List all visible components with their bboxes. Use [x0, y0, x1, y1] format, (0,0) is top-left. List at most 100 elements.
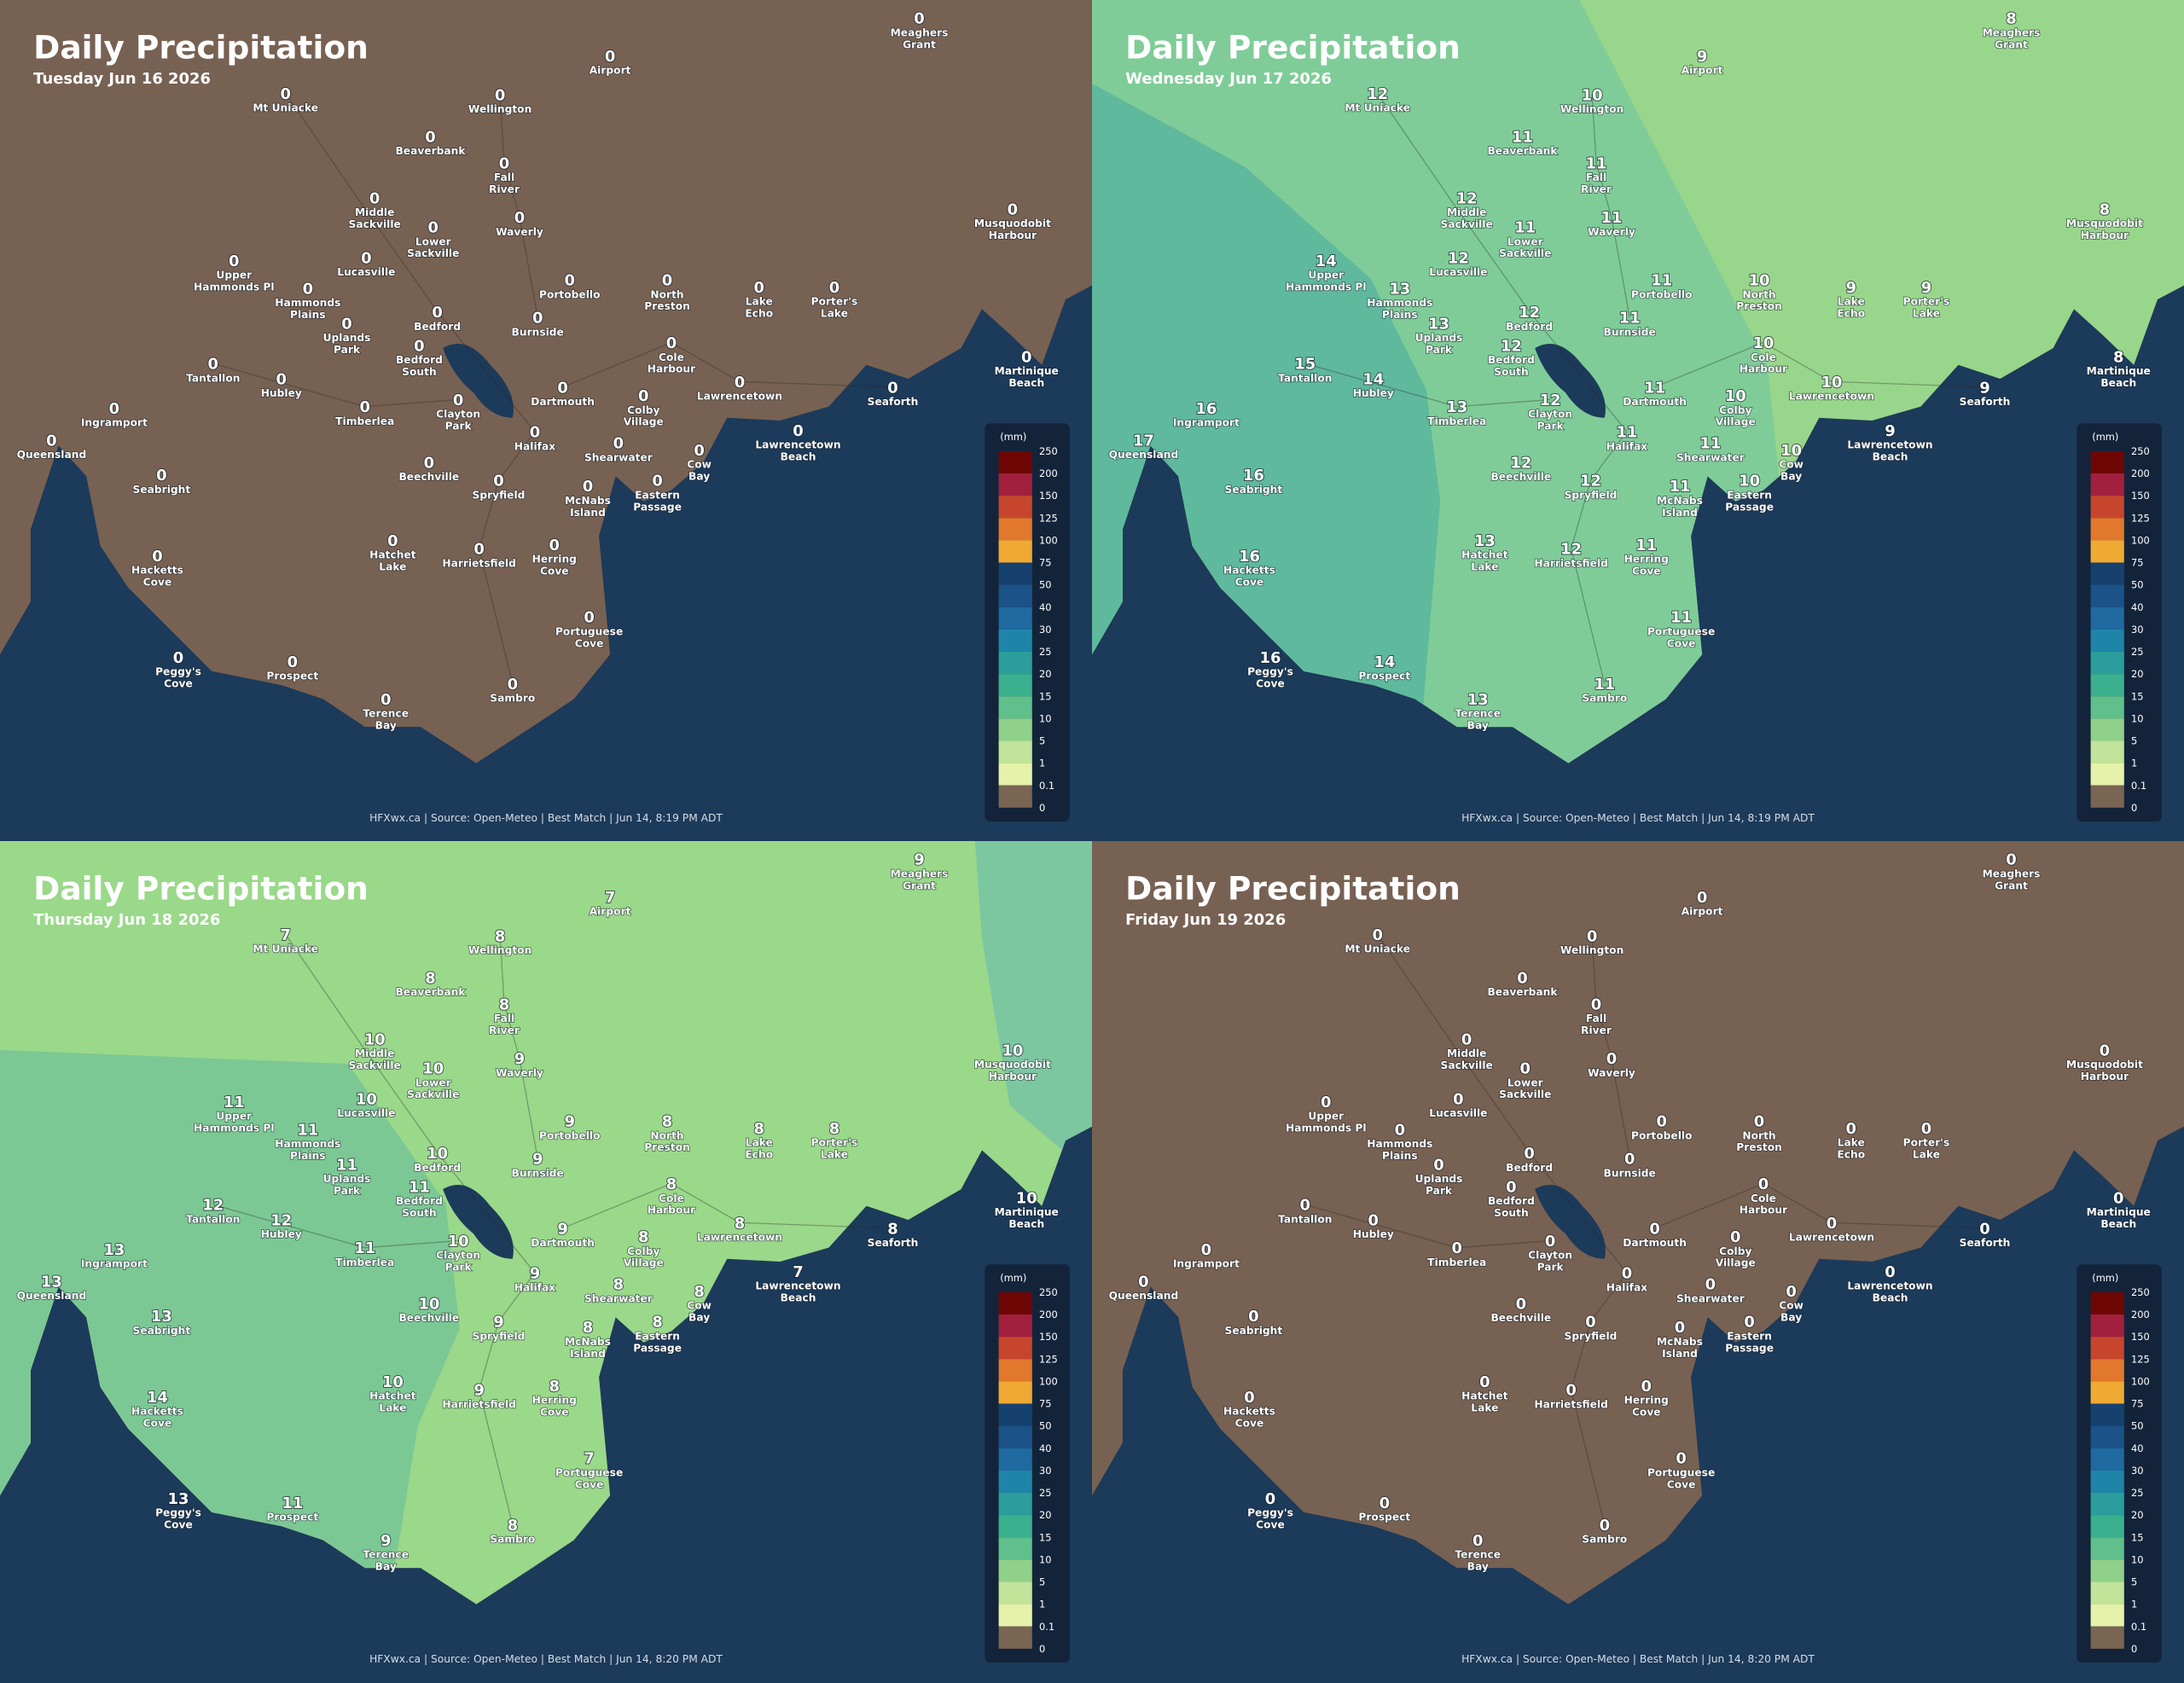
place-value: 12 [1456, 189, 1478, 207]
place-name: Bay [1780, 1311, 1802, 1323]
legend-label: 50 [1039, 1420, 1052, 1432]
place-name: Park [445, 1262, 473, 1274]
legend-swatch [998, 1403, 1032, 1426]
place-name: Shearwater [584, 451, 653, 463]
legend-label: 25 [1039, 646, 1052, 658]
place-name: Hammonds [275, 1138, 340, 1150]
place-name: River [489, 1024, 520, 1036]
legend-swatch [2090, 696, 2124, 719]
legend-swatch [998, 629, 1032, 652]
place-value: 8 [829, 1120, 839, 1138]
harbour [1535, 344, 1606, 418]
place-value: 0 [1368, 1212, 1379, 1230]
place-value: 11 [1600, 209, 1622, 227]
legend-swatch [998, 1359, 1032, 1382]
legend-swatch [998, 1314, 1032, 1338]
legend-label: 100 [2131, 534, 2150, 546]
place-value: 8 [638, 1228, 648, 1246]
place-name: Lucasville [337, 266, 395, 278]
legend-label: 0 [1039, 1643, 1045, 1655]
legend-label: 0 [2131, 802, 2137, 814]
legend-swatch [998, 785, 1032, 808]
place-value: 0 [432, 304, 442, 322]
place-name: North [1742, 288, 1775, 300]
place-name: McNabs [565, 1336, 611, 1348]
place-name: Passage [1725, 1342, 1774, 1354]
place-value: 0 [1300, 1197, 1310, 1215]
place-value: 8 [425, 970, 435, 988]
place-name: Lucasville [337, 1107, 395, 1119]
place-name: Hammonds [1367, 297, 1432, 309]
place-name: Upper [216, 269, 252, 281]
place-value: 0 [584, 609, 594, 627]
land [1092, 841, 2184, 1605]
place-name: Lawrencetown [755, 1280, 840, 1292]
place-name: Dartmouth [531, 396, 595, 408]
place-value: 0 [1846, 1120, 1856, 1138]
legend-swatch [998, 1337, 1032, 1360]
place-name: Ingramport [81, 417, 148, 429]
place-name: Dartmouth [1623, 396, 1687, 408]
place-name: Harbour [2081, 229, 2129, 241]
legend-swatch [998, 518, 1032, 541]
panel-title: Daily Precipitation [1125, 29, 1461, 67]
legend-label: 150 [1039, 1331, 1058, 1343]
place-name: Eastern [635, 489, 680, 501]
place-name: Passage [633, 501, 682, 513]
legend-label: 15 [2131, 1531, 2144, 1543]
place-value: 12 [270, 1212, 292, 1230]
place-value: 8 [613, 1276, 624, 1294]
legend-swatch [998, 1492, 1032, 1516]
legend-swatch [998, 584, 1032, 607]
place-value: 0 [280, 85, 290, 103]
place-value: 0 [1921, 1120, 1931, 1138]
place-value: 0 [1516, 1296, 1526, 1314]
place-name: Harbour [989, 229, 1037, 241]
place-name: North [1742, 1129, 1775, 1141]
place-value: 11 [1512, 129, 1533, 147]
place-name: Lake [379, 560, 406, 572]
place-value: 0 [341, 315, 351, 333]
place-name: McNabs [1657, 495, 1703, 507]
place-value: 10 [1016, 1189, 1037, 1207]
place-name: Musquodobit [2066, 1059, 2143, 1071]
legend-swatch [998, 1381, 1032, 1404]
panel-subtitle: Thursday Jun 18 2026 [33, 911, 220, 929]
place-value: 11 [1594, 676, 1615, 694]
roads [212, 93, 893, 684]
place-value: 8 [2113, 348, 2123, 366]
place-value: 0 [1744, 1314, 1754, 1332]
place-name: Mt Uniacke [1345, 943, 1410, 955]
legend-label: 25 [2131, 646, 2144, 658]
place-name: Herring [532, 1395, 577, 1407]
place-value: 10 [427, 1145, 448, 1163]
place-name: Hacketts [131, 565, 183, 577]
place-name: Park [1426, 344, 1453, 356]
place-name: Harbour [1740, 1204, 1787, 1216]
place-name: Martinique [2087, 1206, 2151, 1218]
place-value: 0 [613, 435, 624, 453]
legend-label: 150 [1039, 490, 1058, 502]
legend-swatch [2090, 629, 2124, 652]
place-value: 0 [380, 691, 391, 709]
place-value: 0 [1705, 1276, 1716, 1294]
place-value: 0 [1786, 1283, 1796, 1301]
place-name: Beechville [1490, 1312, 1551, 1324]
place-name: Fall [1586, 1013, 1606, 1024]
place-value: 9 [1885, 422, 1895, 440]
legend-unit: (mm) [2092, 1272, 2118, 1284]
place-value: 12 [1580, 473, 1601, 490]
place-name: Musquodobit [974, 218, 1051, 229]
place-value: 12 [1519, 304, 1540, 322]
legend-swatch [2090, 1559, 2124, 1582]
legend-label: 5 [2131, 735, 2137, 747]
place-name: Prospect [1358, 1512, 1410, 1523]
place-name: Sambro [1582, 1534, 1627, 1546]
place-name: Bedford [1506, 321, 1553, 333]
place-name: Seabright [1225, 1325, 1283, 1337]
place-value: 0 [1201, 1241, 1211, 1259]
legend-label: 20 [1039, 668, 1052, 680]
place-name: Park [1537, 1262, 1565, 1274]
place-value: 0 [1248, 1308, 1258, 1326]
